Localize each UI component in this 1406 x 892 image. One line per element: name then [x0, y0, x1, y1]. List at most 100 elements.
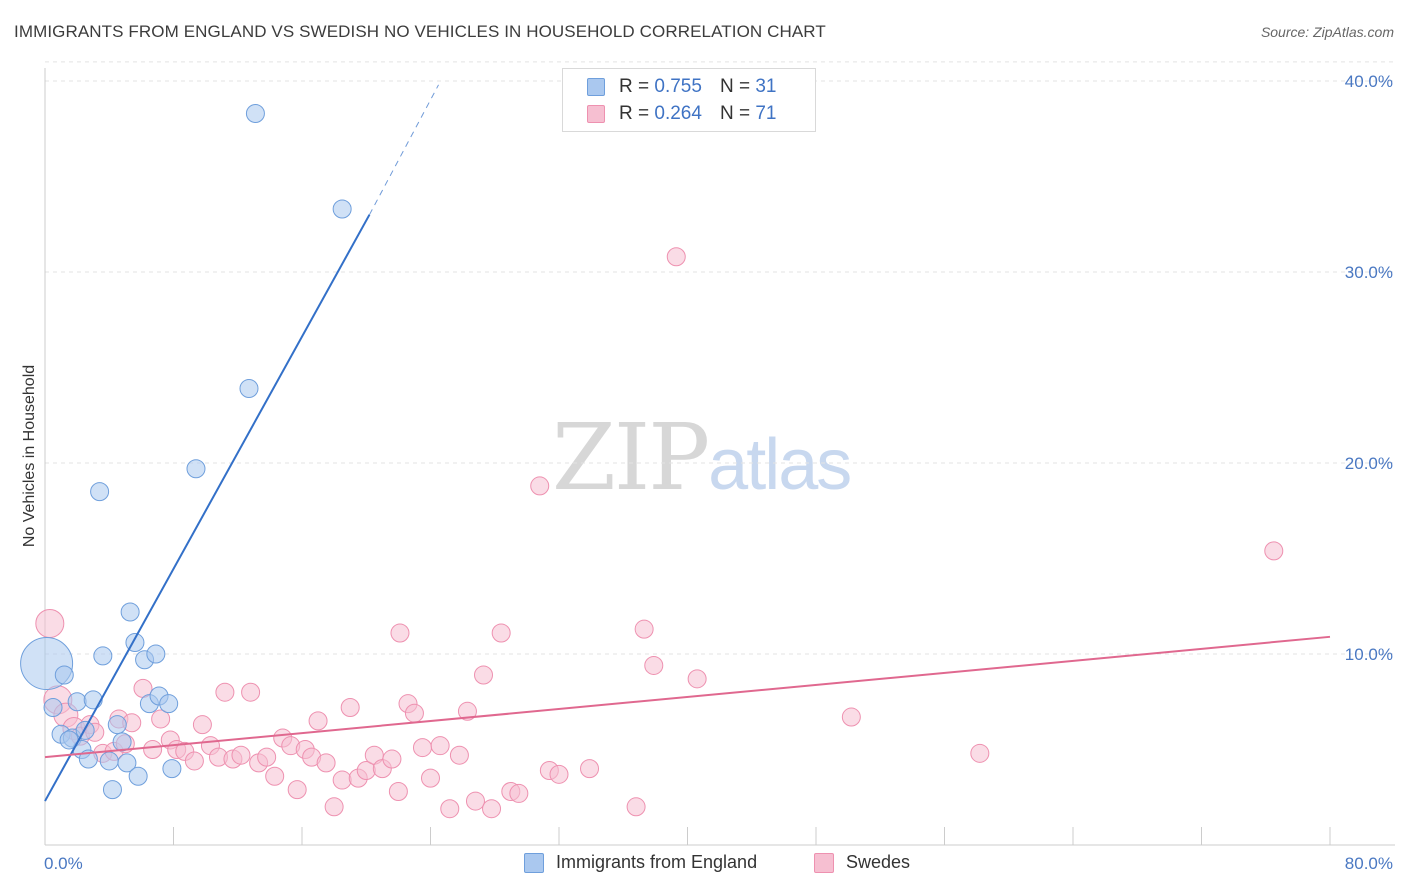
legend-n-value: 71	[755, 103, 777, 124]
swedes-point	[465, 791, 485, 811]
swedes-point	[644, 655, 664, 675]
legend-swatch-england	[587, 78, 605, 96]
bottom-legend-england: Immigrants from England	[524, 852, 757, 873]
swedes-point	[841, 707, 861, 727]
swedes-point	[482, 799, 502, 819]
swedes-point	[1264, 541, 1284, 561]
watermark-zip: ZIP	[552, 404, 710, 511]
swedes-point	[404, 703, 424, 723]
england-point	[90, 482, 110, 502]
y-tick-label: 20.0%	[1345, 454, 1393, 473]
swedes-point	[241, 682, 261, 702]
bottom-swatch-england	[524, 852, 544, 873]
swedes-point	[316, 753, 336, 773]
england-point	[99, 751, 119, 771]
england-point	[93, 646, 113, 666]
swedes-point	[626, 797, 646, 817]
source-credit: Source: ZipAtlas.com	[1260, 24, 1394, 40]
england-point	[112, 732, 132, 752]
swedes-point	[457, 701, 477, 721]
swedes-point	[509, 783, 529, 803]
england-point	[239, 379, 259, 399]
swedes-point	[687, 669, 707, 689]
y-axis-label: No Vehicles in Household	[21, 365, 38, 547]
legend-n-label: N =	[719, 76, 751, 97]
england-point	[102, 780, 122, 800]
england-point	[117, 753, 137, 773]
swedes-point	[970, 743, 990, 763]
legend-swatch-swedes	[587, 105, 605, 123]
swedes-point	[382, 749, 402, 769]
swedes-point	[666, 247, 686, 267]
swedes-point	[549, 764, 569, 784]
x-tick-label: 80.0%	[1345, 854, 1393, 873]
swedes-point	[151, 709, 171, 729]
legend-row-swedes: R = 0.264 N = 71	[587, 102, 776, 126]
bottom-swatch-swedes	[814, 852, 834, 873]
y-tick-label: 10.0%	[1345, 645, 1393, 664]
swedes-point	[440, 799, 460, 819]
y-tick-label: 40.0%	[1345, 72, 1393, 91]
swedes-point	[287, 780, 307, 800]
legend-n-label: N =	[719, 103, 751, 124]
swedes-trend-line	[44, 635, 1331, 759]
swedes-point	[332, 770, 352, 790]
swedes-point	[35, 608, 65, 638]
legend-n-value: 31	[755, 76, 777, 97]
england-point	[78, 749, 98, 769]
swedes-point	[474, 665, 494, 685]
axis-labels: 10.0% 20.0% 30.0% 40.0% 0.0% 80.0% No Vehicles…	[21, 72, 1393, 873]
england-point	[83, 690, 103, 710]
swedes-point	[340, 697, 360, 717]
swedes-point	[265, 766, 285, 786]
legend-r-value: 0.755	[654, 76, 702, 97]
swedes-point	[580, 759, 600, 779]
legend-r-value: 0.264	[654, 103, 702, 124]
swedes-point	[388, 782, 408, 802]
england-point	[159, 694, 179, 714]
swedes-point	[184, 751, 204, 771]
legend-row-england: R = 0.755 N = 31	[587, 75, 776, 99]
england-point	[186, 459, 206, 479]
england-point	[146, 644, 166, 664]
swedes-point	[449, 745, 469, 765]
bottom-legend-label-swedes: Swedes	[846, 852, 911, 872]
england-trend-line	[44, 214, 371, 802]
legend-r-label: R =	[619, 76, 650, 97]
england-point	[107, 715, 127, 735]
england-trend-extension	[369, 84, 439, 215]
england-point	[43, 697, 63, 717]
swedes-point	[231, 745, 251, 765]
swedes-point	[430, 736, 450, 756]
x-tick-label: 0.0%	[44, 854, 83, 873]
england-point	[120, 602, 140, 622]
watermark: ZIPatlas	[552, 404, 852, 511]
swedes-point	[192, 715, 212, 735]
england-point	[67, 692, 87, 712]
swedes-point	[143, 740, 163, 759]
swedes-point	[215, 682, 235, 702]
swedes-point	[412, 738, 432, 758]
england-point	[332, 199, 352, 219]
england-point	[54, 665, 74, 685]
swedes-point	[390, 623, 410, 643]
chart-title: IMMIGRANTS FROM ENGLAND VS SWEDISH NO VE…	[14, 22, 826, 41]
swedes-point	[324, 797, 344, 817]
grid-lines	[45, 61, 1395, 655]
trend-lines	[44, 84, 1331, 802]
bottom-legend-label-england: Immigrants from England	[556, 852, 758, 872]
swedes-point	[421, 768, 440, 788]
axes	[44, 68, 1395, 846]
swedes-point	[530, 476, 550, 496]
swedes-point	[491, 623, 511, 643]
england-point	[245, 103, 265, 123]
bottom-legend-swedes: Swedes	[814, 852, 910, 873]
swedes-point	[308, 711, 328, 731]
swedes-points	[35, 247, 1284, 819]
england-point	[128, 766, 148, 786]
legend-box: R = 0.755 N = 31 R = 0.264 N = 71	[562, 68, 816, 132]
england-point	[162, 759, 182, 779]
legend-r-label: R =	[619, 103, 650, 124]
swedes-point	[634, 619, 654, 639]
